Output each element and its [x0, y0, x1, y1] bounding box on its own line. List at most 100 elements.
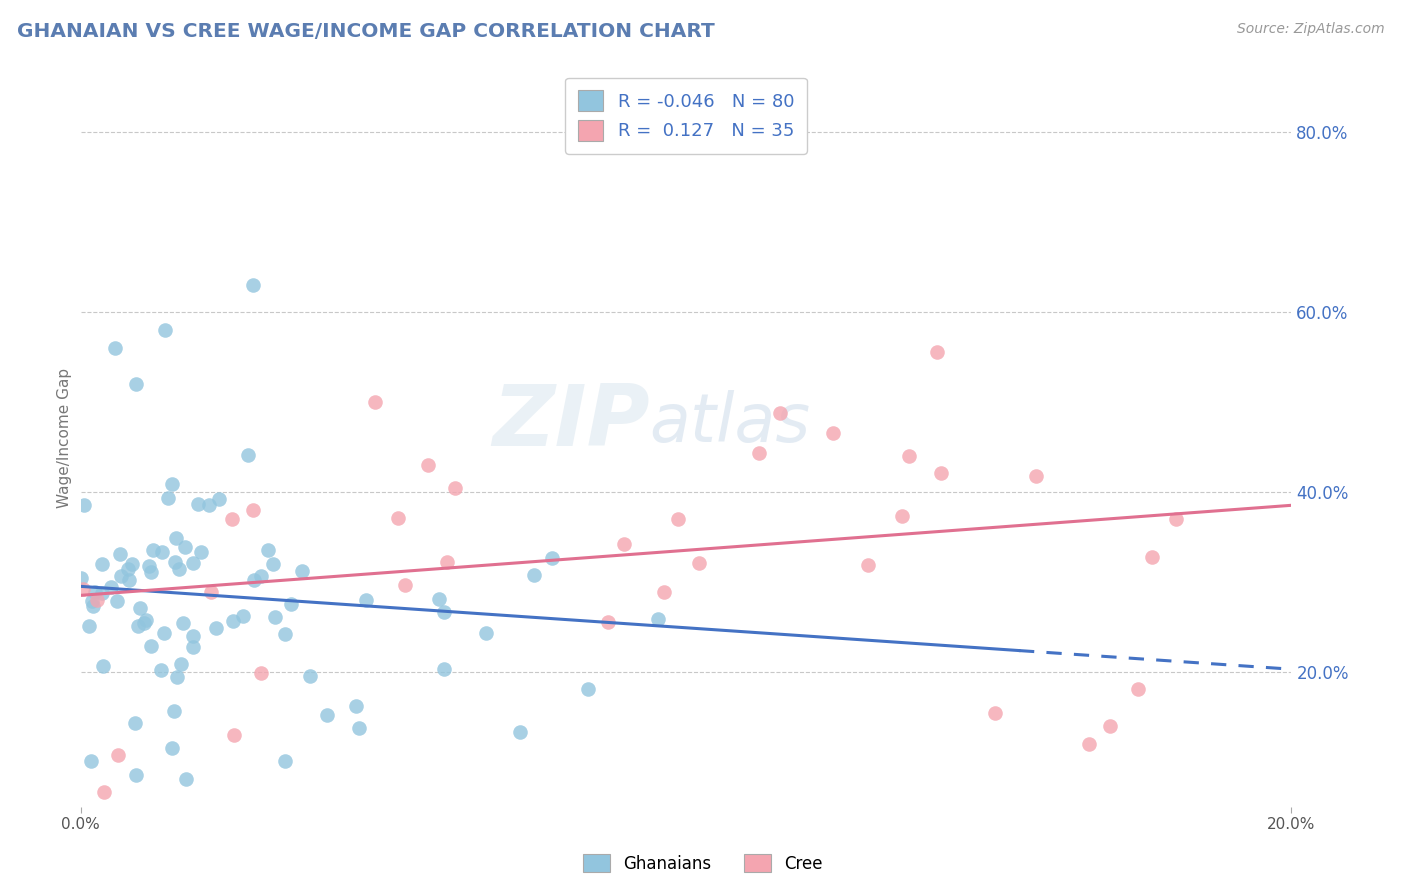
- Point: [138, 559, 160, 574]
- Point: [242, 277, 264, 292]
- Point: [86, 593, 108, 607]
- Point: [181, 556, 204, 570]
- Point: [80, 593, 103, 607]
- Y-axis label: Wage/Income Gap: Wage/Income Gap: [58, 368, 72, 508]
- Point: [890, 508, 912, 523]
- Point: [72, 582, 94, 596]
- Point: [77, 619, 100, 633]
- Point: [174, 540, 197, 554]
- Point: [107, 747, 129, 762]
- Point: [1025, 469, 1047, 483]
- Point: [654, 584, 676, 599]
- Text: ZIP: ZIP: [492, 382, 650, 465]
- Point: [232, 608, 254, 623]
- Point: [224, 728, 246, 742]
- Point: [181, 630, 204, 644]
- Point: [316, 708, 339, 723]
- Point: [160, 741, 183, 756]
- Point: [432, 605, 454, 619]
- Point: [983, 706, 1005, 720]
- Point: [125, 767, 148, 781]
- Point: [821, 425, 844, 440]
- Point: [509, 725, 531, 739]
- Point: [344, 699, 367, 714]
- Point: [474, 626, 496, 640]
- Point: [274, 627, 297, 641]
- Legend: R = -0.046   N = 80, R =  0.127   N = 35: R = -0.046 N = 80, R = 0.127 N = 35: [565, 78, 807, 153]
- Point: [198, 498, 221, 512]
- Point: [163, 554, 186, 568]
- Point: [925, 345, 948, 359]
- Point: [104, 341, 127, 355]
- Point: [156, 491, 179, 505]
- Text: GHANAIAN VS CREE WAGE/INCOME GAP CORRELATION CHART: GHANAIAN VS CREE WAGE/INCOME GAP CORRELA…: [17, 22, 714, 41]
- Point: [153, 323, 176, 337]
- Point: [84, 585, 107, 599]
- Point: [433, 663, 456, 677]
- Point: [105, 594, 128, 608]
- Point: [208, 492, 231, 507]
- Point: [90, 558, 112, 572]
- Point: [427, 592, 450, 607]
- Point: [249, 666, 271, 681]
- Point: [274, 754, 297, 768]
- Point: [69, 571, 91, 585]
- Point: [80, 754, 103, 768]
- Point: [291, 564, 314, 578]
- Point: [110, 569, 132, 583]
- Point: [221, 512, 243, 526]
- Point: [150, 545, 173, 559]
- Point: [134, 616, 156, 631]
- Point: [73, 498, 96, 512]
- Point: [181, 640, 204, 655]
- Point: [167, 562, 190, 576]
- Point: [150, 663, 173, 677]
- Point: [127, 619, 149, 633]
- Point: [139, 639, 162, 653]
- Point: [298, 669, 321, 683]
- Point: [1098, 719, 1121, 733]
- Point: [243, 574, 266, 588]
- Point: [256, 542, 278, 557]
- Point: [160, 477, 183, 491]
- Point: [242, 503, 264, 517]
- Point: [444, 481, 467, 495]
- Point: [280, 597, 302, 611]
- Point: [117, 562, 139, 576]
- Point: [394, 578, 416, 592]
- Point: [124, 716, 146, 731]
- Point: [1128, 681, 1150, 696]
- Point: [647, 612, 669, 626]
- Point: [387, 511, 409, 525]
- Point: [93, 785, 115, 799]
- Point: [82, 599, 104, 613]
- Point: [152, 626, 174, 640]
- Point: [929, 467, 952, 481]
- Text: Source: ZipAtlas.com: Source: ZipAtlas.com: [1237, 22, 1385, 37]
- Text: atlas: atlas: [650, 390, 811, 456]
- Point: [91, 659, 114, 673]
- Point: [416, 458, 439, 473]
- Point: [125, 376, 148, 391]
- Point: [236, 448, 259, 462]
- Legend: Ghanaians, Cree: Ghanaians, Cree: [576, 847, 830, 880]
- Point: [222, 615, 245, 629]
- Point: [100, 580, 122, 594]
- Point: [142, 543, 165, 558]
- Point: [354, 593, 377, 607]
- Point: [190, 545, 212, 559]
- Point: [200, 585, 222, 599]
- Point: [436, 556, 458, 570]
- Point: [1078, 737, 1101, 751]
- Point: [172, 616, 194, 631]
- Point: [187, 497, 209, 511]
- Point: [91, 585, 114, 599]
- Point: [856, 558, 879, 572]
- Point: [613, 537, 636, 551]
- Point: [540, 550, 562, 565]
- Point: [170, 657, 193, 671]
- Point: [748, 446, 770, 460]
- Point: [769, 406, 792, 420]
- Point: [174, 772, 197, 786]
- Point: [118, 573, 141, 587]
